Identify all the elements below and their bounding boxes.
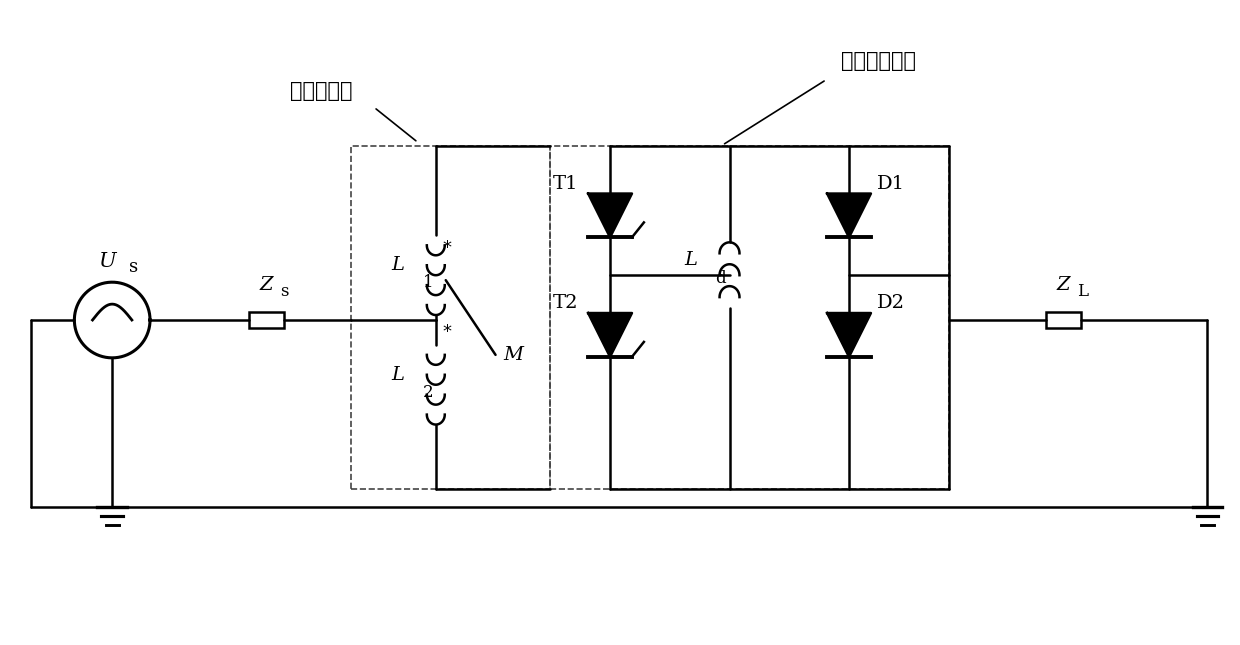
Text: 2: 2	[423, 384, 434, 401]
Text: U: U	[98, 252, 117, 272]
Text: T2: T2	[553, 294, 578, 312]
Text: *: *	[443, 239, 451, 257]
Text: 耦合电抗器: 耦合电抗器	[290, 81, 352, 101]
Text: 1: 1	[423, 274, 434, 291]
Polygon shape	[827, 194, 870, 237]
Text: M: M	[503, 346, 523, 364]
Polygon shape	[588, 194, 632, 237]
Text: 故障限流桥路: 故障限流桥路	[842, 51, 916, 71]
Text: s: s	[129, 258, 138, 276]
Text: T1: T1	[553, 175, 578, 193]
Text: *: *	[443, 323, 451, 341]
Text: Z: Z	[1056, 276, 1070, 294]
Polygon shape	[827, 313, 870, 357]
Text: L: L	[391, 256, 404, 274]
Text: Z: Z	[259, 276, 273, 294]
Text: D1: D1	[877, 175, 905, 193]
Text: d: d	[715, 270, 727, 287]
Bar	[1045, 312, 1080, 328]
Bar	[249, 312, 284, 328]
Text: L: L	[684, 252, 698, 269]
Text: L: L	[391, 366, 404, 384]
Text: L: L	[1078, 283, 1087, 300]
Text: D2: D2	[877, 294, 905, 312]
Text: s: s	[280, 283, 289, 300]
Polygon shape	[588, 313, 632, 357]
